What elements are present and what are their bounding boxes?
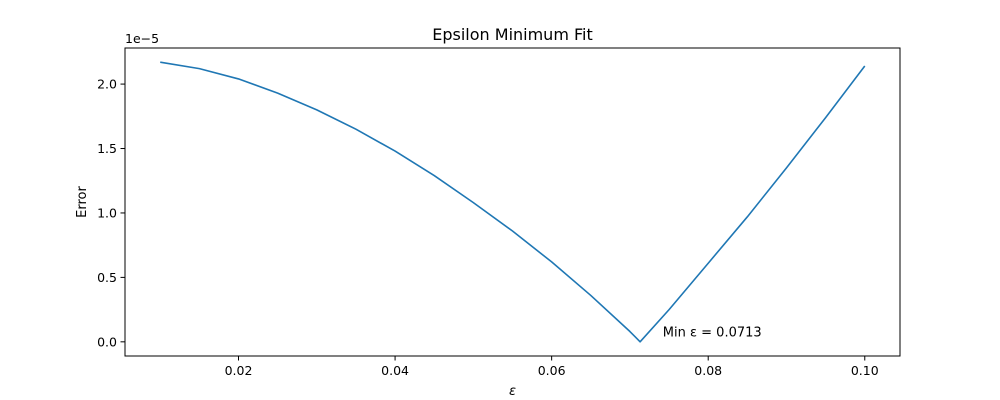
x-axis-label: ε <box>509 384 516 399</box>
y-axis-scale-factor: 1e−5 <box>125 31 159 46</box>
x-tick-label: 0.08 <box>694 363 722 378</box>
x-tick-label: 0.10 <box>851 363 879 378</box>
y-tick-label: 1.5 <box>97 141 117 156</box>
y-axis: 0.0 0.5 1.0 1.5 2.0 <box>97 77 125 349</box>
y-tick-label: 0.0 <box>97 334 117 349</box>
plot-area <box>124 47 901 357</box>
y-axis-label: Error <box>75 186 90 218</box>
x-axis: 0.02 0.04 0.06 0.08 0.10 <box>225 356 879 378</box>
x-tick-label: 0.06 <box>538 363 566 378</box>
min-annotation: Min ε = 0.0713 <box>663 326 762 341</box>
y-tick-label: 2.0 <box>97 77 117 92</box>
x-tick-label: 0.02 <box>225 363 253 378</box>
x-tick-label: 0.04 <box>381 363 409 378</box>
y-tick-label: 0.5 <box>97 270 117 285</box>
annotations: Min ε = 0.0713 <box>663 326 762 341</box>
series-line-0 <box>160 61 866 343</box>
axes-frame <box>124 47 901 357</box>
y-tick-label: 1.0 <box>97 205 117 220</box>
chart-title: Epsilon Minimum Fit <box>432 25 593 44</box>
